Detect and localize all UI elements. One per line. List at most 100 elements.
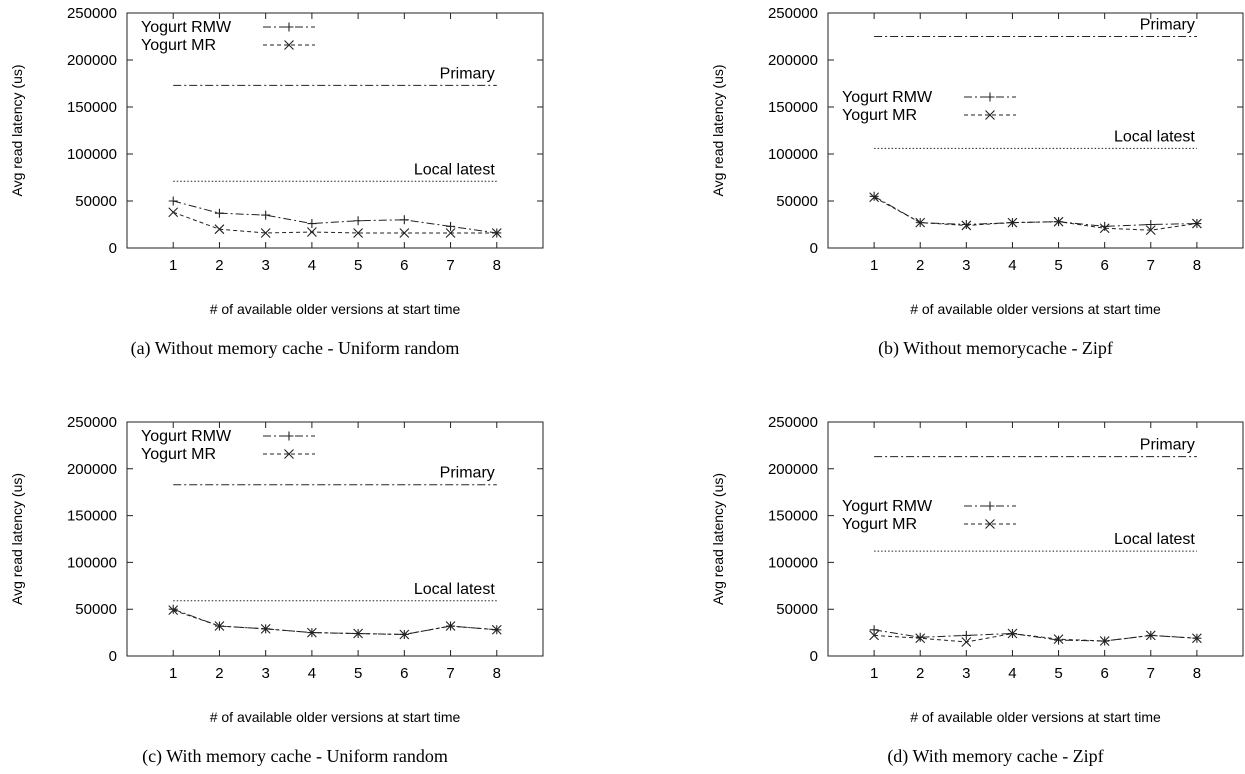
data-point	[445, 228, 456, 238]
data-point	[1146, 220, 1156, 229]
data-point	[869, 630, 879, 641]
y-axis-label: Avg read latency (us)	[710, 473, 726, 605]
data-point	[491, 624, 502, 635]
data-point	[353, 216, 363, 226]
data-point	[214, 208, 224, 218]
data-point	[961, 637, 972, 647]
y-tick-label: 250000	[67, 414, 117, 431]
x-tick-label: 2	[215, 665, 223, 682]
y-axis-label: Avg read latency (us)	[9, 473, 25, 605]
chart-caption: (d) With memory cache - Zipf	[887, 746, 1103, 767]
data-point	[307, 227, 317, 237]
reference-line-label: Primary	[1140, 437, 1195, 454]
x-tick-label: 1	[870, 665, 878, 682]
data-point	[1192, 218, 1202, 229]
x-tick-label: 6	[400, 257, 408, 274]
y-tick-label: 250000	[67, 5, 117, 22]
x-tick-label: 5	[1054, 665, 1062, 682]
chart-caption: (a) Without memory cache - Uniform rando…	[131, 338, 460, 359]
y-tick-label: 0	[810, 648, 818, 665]
data-point	[1053, 216, 1064, 227]
data-point	[869, 192, 879, 203]
data-point	[399, 228, 410, 238]
legend-label: Yogurt MR	[842, 516, 917, 533]
y-tick-label: 150000	[768, 99, 818, 116]
x-tick-label: 8	[1193, 257, 1201, 274]
data-point	[261, 210, 271, 220]
legend-label: Yogurt MR	[842, 107, 917, 124]
y-tick-label: 250000	[768, 414, 818, 431]
data-point	[445, 621, 456, 631]
x-tick-label: 4	[1008, 257, 1016, 274]
x-tick-label: 3	[962, 257, 970, 274]
data-point	[961, 630, 971, 640]
legend-marker	[985, 501, 995, 511]
plot-frame	[126, 421, 544, 657]
legend-label: Yogurt RMW	[842, 89, 933, 106]
x-tick-label: 1	[870, 257, 878, 274]
x-tick-label: 4	[308, 665, 316, 682]
y-tick-label: 200000	[67, 461, 117, 478]
data-point	[168, 196, 178, 206]
x-tick-label: 2	[916, 257, 924, 274]
data-point	[961, 220, 972, 231]
series-line	[173, 609, 497, 635]
y-tick-label: 200000	[768, 52, 818, 69]
series-line	[873, 195, 1197, 227]
data-point	[1100, 221, 1110, 231]
data-point	[869, 191, 879, 201]
data-point	[214, 224, 225, 235]
data-point	[399, 629, 410, 640]
y-tick-label: 200000	[768, 461, 818, 478]
x-tick-label: 5	[1054, 257, 1062, 274]
y-tick-label: 100000	[67, 146, 117, 163]
data-point	[353, 228, 363, 238]
data-point	[1007, 217, 1018, 228]
data-point	[1192, 633, 1202, 644]
data-point	[1145, 225, 1156, 236]
y-tick-label: 200000	[67, 52, 117, 69]
y-tick-label: 50000	[776, 601, 818, 618]
x-tick-label: 7	[446, 665, 454, 682]
reference-line-label: Primary	[440, 65, 495, 82]
legend-marker	[985, 519, 995, 529]
y-tick-label: 50000	[776, 193, 818, 210]
data-point	[260, 228, 271, 238]
x-tick-label: 7	[1147, 257, 1155, 274]
legend-label: Yogurt RMW	[141, 428, 232, 445]
y-tick-label: 100000	[67, 554, 117, 571]
y-tick-label: 50000	[75, 193, 117, 210]
legend-marker	[284, 449, 294, 459]
data-point	[915, 633, 926, 644]
x-tick-label: 7	[446, 257, 454, 274]
legend-marker	[985, 92, 995, 102]
x-tick-label: 8	[493, 665, 501, 682]
plot-frame	[827, 421, 1244, 657]
y-tick-label: 0	[810, 240, 818, 257]
x-tick-label: 5	[354, 665, 362, 682]
reference-line-label: Local latest	[1114, 531, 1195, 548]
x-tick-label: 8	[1193, 665, 1201, 682]
x-axis-label: # of available older versions at start t…	[910, 301, 1161, 317]
y-tick-label: 0	[109, 648, 117, 665]
legend-marker	[284, 40, 294, 50]
data-point	[168, 604, 178, 614]
x-tick-label: 5	[354, 257, 362, 274]
x-tick-label: 4	[1008, 665, 1016, 682]
data-point	[915, 632, 925, 642]
reference-line-label: Local latest	[1114, 128, 1195, 145]
data-point	[915, 217, 926, 228]
legend-label: Yogurt RMW	[842, 498, 933, 515]
x-tick-label: 1	[169, 665, 177, 682]
x-axis-label: # of available older versions at start t…	[210, 709, 461, 725]
legend-marker	[985, 110, 995, 120]
y-tick-label: 150000	[67, 99, 117, 116]
data-point	[307, 627, 317, 638]
y-tick-label: 50000	[75, 601, 117, 618]
data-point	[1007, 628, 1018, 639]
chart-panel: 0 50000 100000 150000 200000 250000 1 2 3 4 5 6 7 8 Av…	[9, 5, 544, 359]
chart-caption: (c) With memory cache - Uniform random	[142, 746, 448, 767]
chart-caption: (b) Without memorycache - Zipf	[878, 338, 1113, 359]
y-tick-label: 150000	[67, 508, 117, 525]
